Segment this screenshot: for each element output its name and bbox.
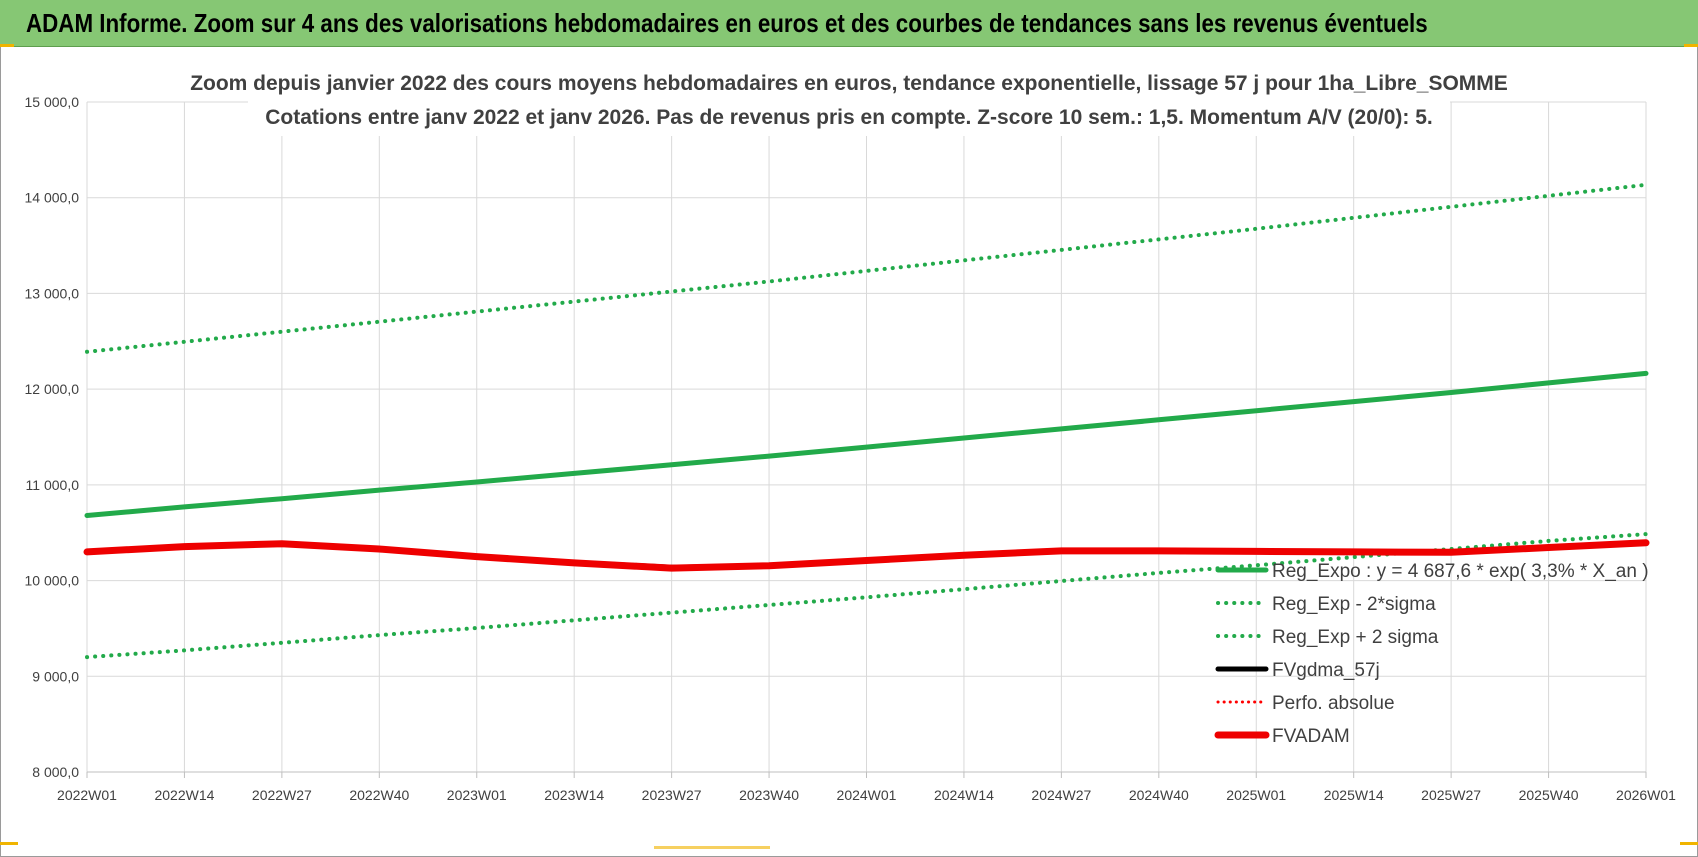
legend-label-1: Reg_Exp - 2*sigma bbox=[1272, 594, 1436, 615]
series-line-5 bbox=[83, 539, 1650, 572]
x-tick-label: 2023W40 bbox=[739, 787, 799, 803]
x-tick-label: 2022W14 bbox=[154, 787, 214, 803]
corner-mark-bottom-left bbox=[0, 842, 18, 845]
y-tick-label: 9 000,0 bbox=[32, 668, 79, 684]
x-tick-label: 2024W14 bbox=[934, 787, 994, 803]
x-tick-label: 2022W27 bbox=[252, 787, 312, 803]
x-tick-label: 2024W40 bbox=[1129, 787, 1189, 803]
y-axis: 8 000,0 9 000,0 10 000,0 11 000,0 12 000,0 13… bbox=[25, 94, 80, 780]
chart-titles: Zoom depuis janvier 2022 des cours moyen… bbox=[190, 66, 1508, 136]
x-tick-label: 2024W01 bbox=[837, 787, 897, 803]
report-title: ADAM Informe. Zoom sur 4 ans des valoris… bbox=[26, 8, 1428, 38]
y-tick-label: 11 000,0 bbox=[26, 477, 80, 493]
x-tick-label: 2025W27 bbox=[1421, 787, 1481, 803]
series-layer bbox=[83, 182, 1650, 660]
y-tick-label: 13 000,0 bbox=[25, 285, 80, 301]
legend-label-4: Perfo. absolue bbox=[1272, 693, 1395, 714]
series-line-2 bbox=[85, 182, 1648, 354]
x-tick-label: 2026W01 bbox=[1616, 787, 1676, 803]
x-tick-label: 2022W40 bbox=[349, 787, 409, 803]
y-tick-label: 15 000,0 bbox=[25, 94, 80, 110]
y-tick-label: 8 000,0 bbox=[32, 764, 79, 780]
x-tick-label: 2023W14 bbox=[544, 787, 604, 803]
corner-mark-left bbox=[0, 44, 14, 47]
report-banner: ADAM Informe. Zoom sur 4 ans des valoris… bbox=[0, 0, 1698, 47]
corner-mark-right bbox=[1684, 44, 1698, 47]
y-tick-label: 14 000,0 bbox=[25, 190, 80, 206]
x-tick-label: 2025W14 bbox=[1324, 787, 1384, 803]
title-background bbox=[248, 66, 1450, 136]
x-tick-label: 2023W01 bbox=[447, 787, 507, 803]
legend-label-2: Reg_Exp + 2 sigma bbox=[1272, 627, 1439, 648]
x-tick-label: 2025W40 bbox=[1519, 787, 1579, 803]
corner-mark-bottom-center bbox=[654, 846, 770, 849]
x-tick-label: 2024W27 bbox=[1031, 787, 1091, 803]
y-tick-label: 10 000,0 bbox=[25, 573, 80, 589]
gridlines bbox=[86, 101, 1647, 773]
chart-title-line2: Cotations entre janv 2022 et janv 2026. … bbox=[265, 106, 1433, 129]
x-tick-label: 2023W27 bbox=[642, 787, 702, 803]
legend-label-3: FVgdma_57j bbox=[1272, 660, 1380, 681]
corner-mark-bottom-right bbox=[1680, 842, 1698, 845]
series-line-0 bbox=[84, 370, 1649, 518]
y-tick-label: 12 000,0 bbox=[25, 381, 80, 397]
legend: Reg_Expo : y = 4 687,6 * exp( 3,3% * X_a… bbox=[1214, 561, 1649, 747]
legend-label-5: FVADAM bbox=[1272, 726, 1350, 747]
x-axis: 2022W01 2022W14 2022W27 2022W40 2023W01 2023W… bbox=[57, 771, 1676, 803]
x-tick-label: 2022W01 bbox=[57, 787, 117, 803]
x-tick-label: 2025W01 bbox=[1226, 787, 1286, 803]
chart-title-line1: Zoom depuis janvier 2022 des cours moyen… bbox=[190, 72, 1508, 95]
legend-label-0: Reg_Expo : y = 4 687,6 * exp( 3,3% * X_a… bbox=[1272, 561, 1649, 582]
